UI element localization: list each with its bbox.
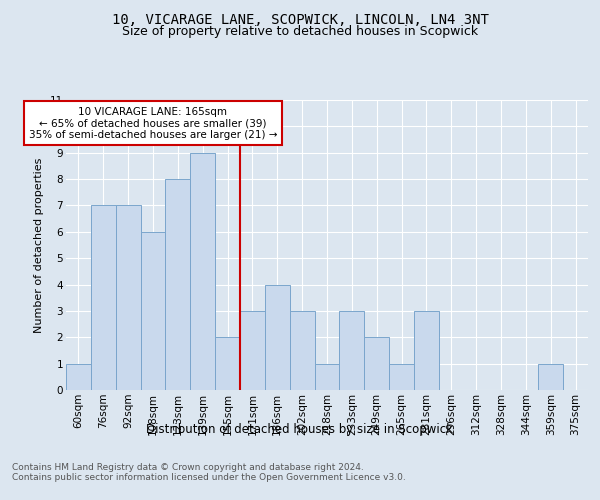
Bar <box>140 232 166 390</box>
Text: 10, VICARAGE LANE, SCOPWICK, LINCOLN, LN4 3NT: 10, VICARAGE LANE, SCOPWICK, LINCOLN, LN… <box>112 12 488 26</box>
Bar <box>240 311 265 390</box>
Bar <box>340 311 364 390</box>
Bar <box>414 311 439 390</box>
Text: Size of property relative to detached houses in Scopwick: Size of property relative to detached ho… <box>122 25 478 38</box>
Bar <box>166 179 190 390</box>
Bar <box>116 206 140 390</box>
Bar <box>215 338 240 390</box>
Bar <box>91 206 116 390</box>
Text: Contains HM Land Registry data © Crown copyright and database right 2024.
Contai: Contains HM Land Registry data © Crown c… <box>12 462 406 482</box>
Y-axis label: Number of detached properties: Number of detached properties <box>34 158 44 332</box>
Bar <box>364 338 389 390</box>
Text: Distribution of detached houses by size in Scopwick: Distribution of detached houses by size … <box>146 422 454 436</box>
Bar <box>265 284 290 390</box>
Bar <box>538 364 563 390</box>
Bar <box>66 364 91 390</box>
Bar <box>190 152 215 390</box>
Text: 10 VICARAGE LANE: 165sqm
← 65% of detached houses are smaller (39)
35% of semi-d: 10 VICARAGE LANE: 165sqm ← 65% of detach… <box>29 106 277 140</box>
Bar <box>389 364 414 390</box>
Bar <box>314 364 340 390</box>
Bar <box>290 311 314 390</box>
